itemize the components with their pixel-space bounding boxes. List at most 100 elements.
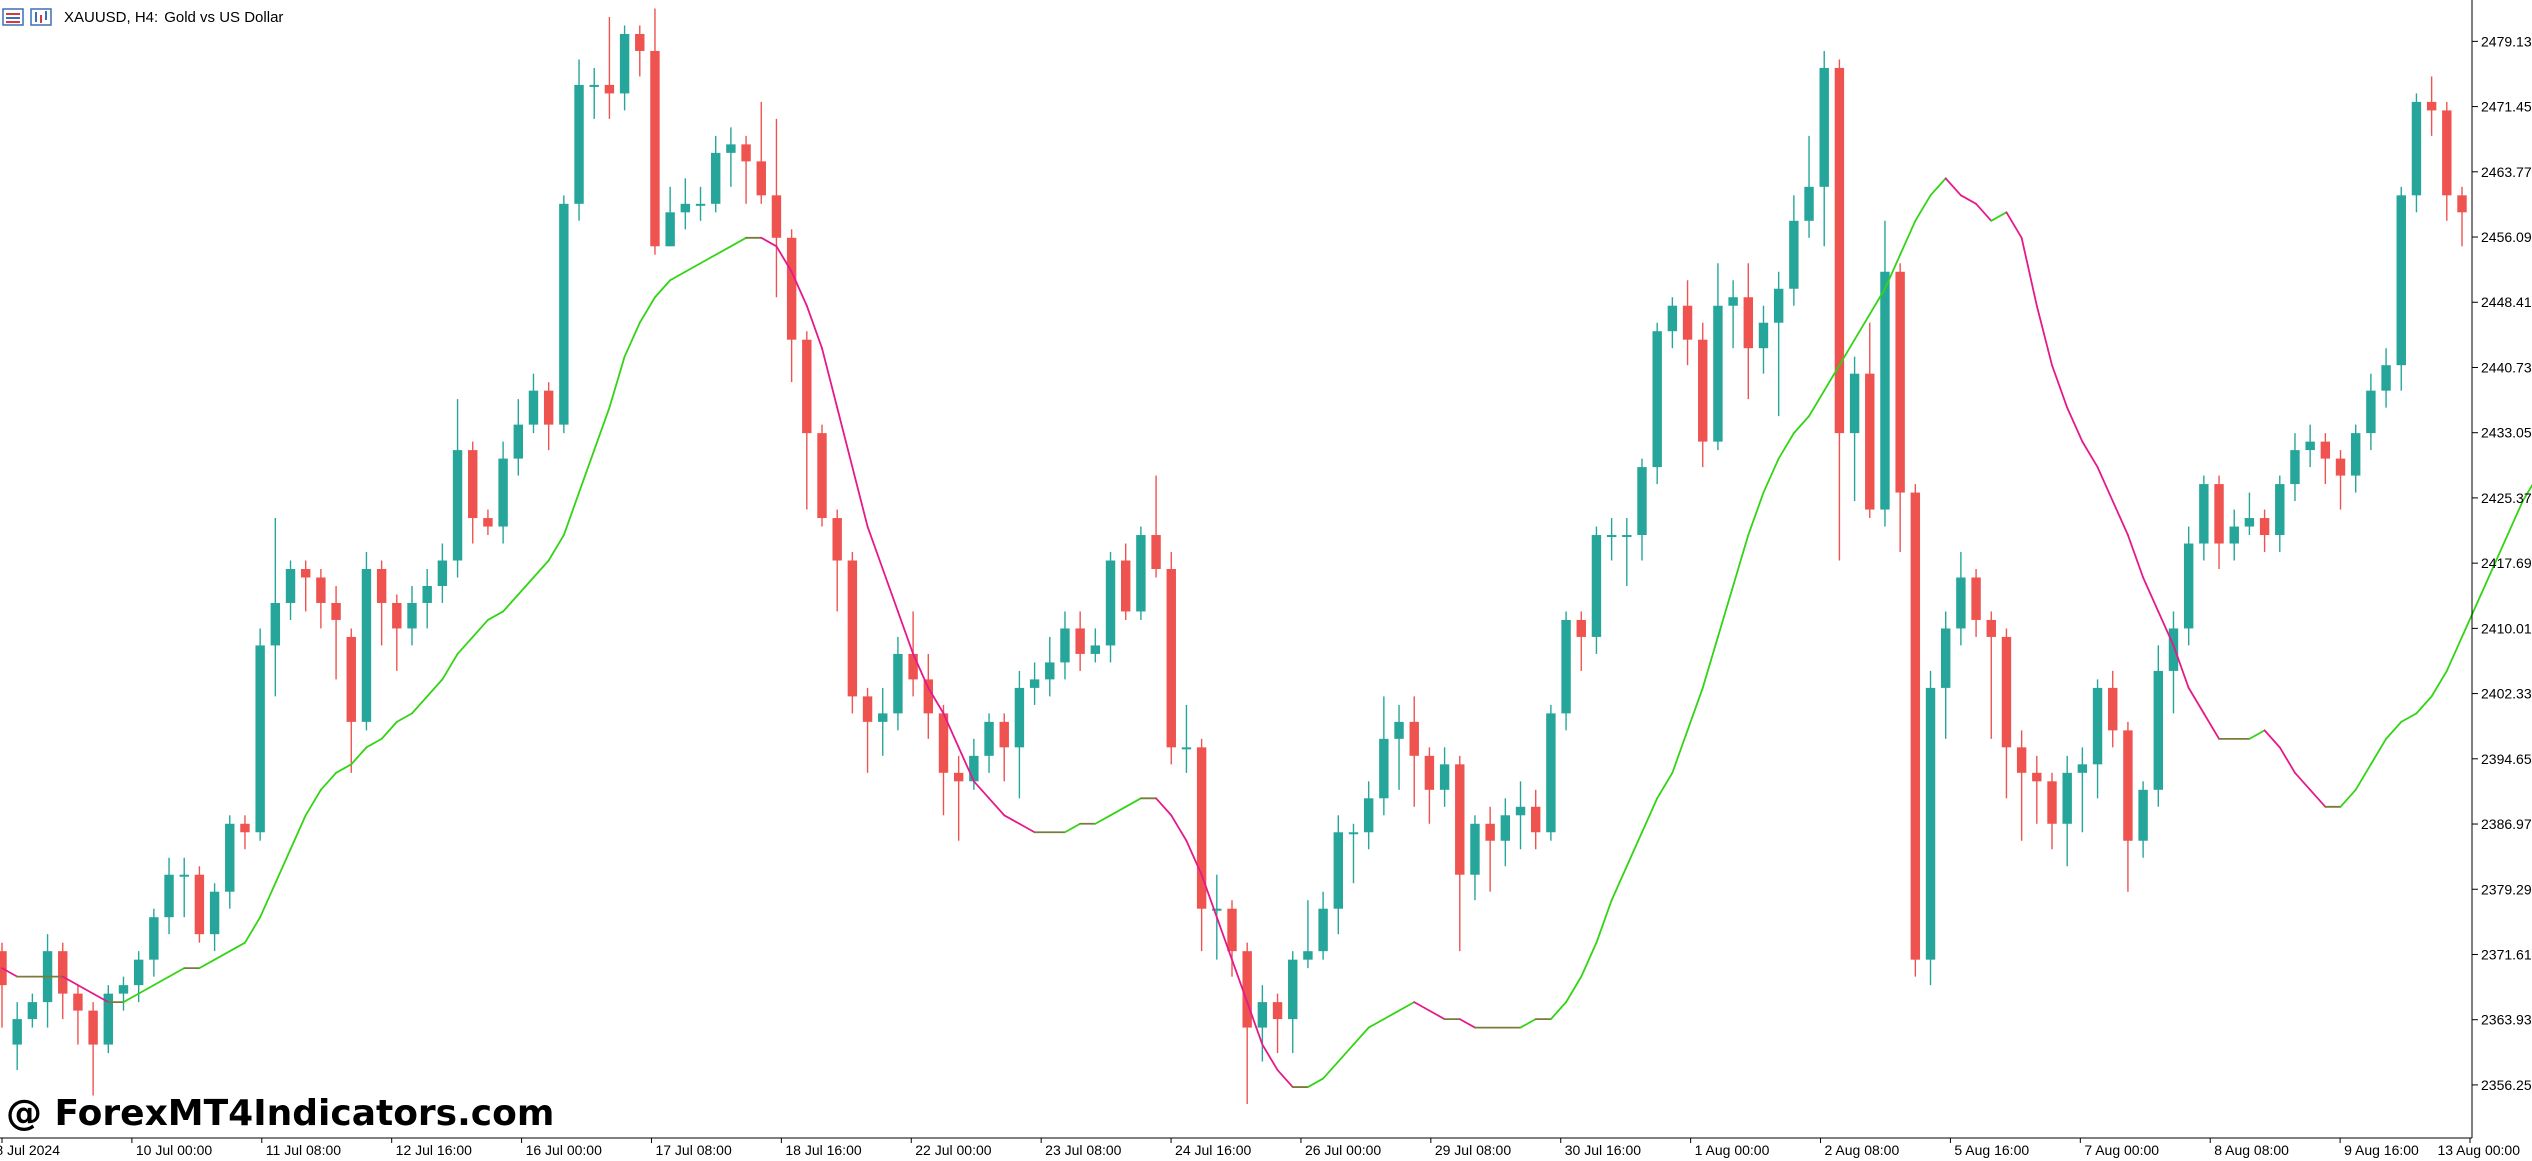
ma-segment (92, 992, 110, 1004)
ma-segment (228, 941, 246, 953)
bear-candle (331, 602, 341, 620)
ma-segment (2248, 729, 2266, 740)
bear-candle (73, 993, 83, 1011)
ma-segment (77, 984, 95, 995)
bull-candle (1363, 798, 1374, 833)
bear-candle (2320, 441, 2331, 459)
bear-candle (1682, 305, 1693, 340)
bear-candle (786, 237, 797, 340)
ma-segment (821, 347, 839, 409)
bear-candle (2214, 484, 2224, 544)
bull-candle (1303, 951, 1313, 960)
ma-segment (259, 882, 277, 919)
bear-candle (1424, 755, 1435, 790)
bear-candle (817, 433, 827, 519)
ma-segment (1641, 797, 1659, 834)
price-tick-label: 2425.37 (2481, 490, 2532, 506)
ma-segment (2339, 788, 2357, 808)
chart-list-icon[interactable] (2, 7, 24, 27)
time-tick-label: 26 Jul 00:00 (1305, 1142, 1381, 1158)
bull-candle (574, 84, 584, 204)
ma-segment (1109, 805, 1127, 817)
ma-segment (699, 253, 717, 265)
bull-candle (270, 602, 281, 646)
ma-segment (1215, 916, 1233, 961)
bear-candle (1272, 1002, 1283, 1020)
ma-segment (502, 593, 520, 613)
price-tick-label: 2410.01 (2481, 620, 2532, 636)
bear-candle (1196, 747, 1207, 909)
bull-candle (1014, 687, 1025, 748)
ma-segment (1458, 1018, 1476, 1029)
bear-candle (1455, 764, 1465, 875)
ma-segment (1808, 389, 1826, 418)
ma-segment (2476, 568, 2494, 604)
bear-candle (468, 450, 478, 519)
ma-segment (2385, 720, 2403, 740)
bull-candle (2275, 484, 2285, 536)
bear-candle (1151, 535, 1161, 569)
bull-candle (452, 450, 463, 561)
bear-candle (88, 1010, 98, 1045)
ma-segment (1717, 585, 1735, 638)
time-tick-label: 29 Jul 08:00 (1435, 1142, 1511, 1158)
ma-segment (350, 746, 368, 766)
ma-segment (2081, 440, 2099, 468)
price-tick-label: 2356.25 (2481, 1077, 2532, 1093)
bull-candle (1940, 628, 1951, 688)
ma-segment (274, 848, 292, 885)
ma-segment (1580, 941, 1598, 978)
ma-segment (1975, 202, 1993, 222)
bar-chart-icon[interactable] (30, 7, 52, 27)
bull-candle (437, 560, 448, 586)
price-tick-label: 2371.61 (2481, 946, 2532, 962)
ma-segment (2354, 763, 2372, 791)
bear-candle (938, 713, 949, 773)
ma-segment (1428, 1009, 1446, 1021)
ma-segment (2415, 695, 2433, 715)
bull-candle (1925, 687, 1936, 960)
ma-segment (1337, 1043, 1355, 1063)
bear-candle (2426, 101, 2437, 111)
bull-candle (1652, 331, 1662, 468)
time-tick-label: 24 Jul 16:00 (1175, 1142, 1251, 1158)
bull-candle (103, 993, 114, 1045)
ma-segment (365, 737, 383, 749)
ma-segment (972, 780, 990, 800)
ma-segment (2263, 729, 2281, 749)
bull-candle (1257, 1002, 1268, 1028)
bear-candle (2032, 772, 2042, 782)
ma-segment (836, 406, 854, 468)
bull-candle (133, 959, 144, 986)
bear-candle (316, 577, 326, 603)
ma-segment (1868, 287, 1886, 316)
bull-candle (969, 755, 979, 782)
ma-segment (547, 534, 565, 562)
ma-segment (957, 746, 975, 783)
ma-segment (213, 950, 231, 961)
bear-candle (1242, 951, 1252, 1028)
bear-candle (1895, 271, 1905, 493)
ma-segment (790, 270, 808, 307)
bull-candle (1379, 738, 1389, 799)
ma-segment (1382, 1009, 1400, 1021)
ma-segment (2202, 712, 2220, 740)
time-tick-label: 9 Aug 16:00 (2344, 1142, 2419, 1158)
bear-candle (240, 823, 250, 833)
bull-candle (1212, 908, 1222, 911)
price-tick-label: 2433.05 (2481, 425, 2532, 441)
ma-segment (395, 712, 413, 723)
bull-candle (893, 653, 903, 714)
ma-segment (471, 619, 489, 638)
bull-candle (27, 1002, 38, 1020)
bull-candle (118, 985, 129, 994)
ma-segment (578, 449, 596, 494)
ma-segment (1884, 253, 1902, 290)
ma-segment (2461, 602, 2479, 638)
bull-candle (2350, 433, 2361, 476)
time-tick-label: 5 Aug 16:00 (1954, 1142, 2029, 1158)
ma-segment (805, 304, 823, 350)
